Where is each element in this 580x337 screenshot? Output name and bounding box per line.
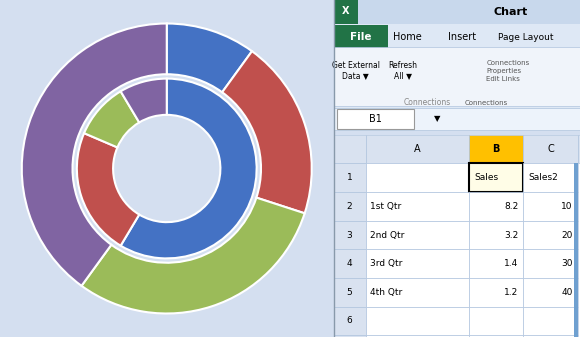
Text: A: A [414,144,420,154]
Text: Sales2: Sales2 [528,173,558,182]
FancyBboxPatch shape [365,163,469,192]
Text: Sales: Sales [474,173,498,182]
FancyBboxPatch shape [334,135,580,337]
FancyBboxPatch shape [334,249,365,278]
FancyBboxPatch shape [469,307,523,335]
Text: 4: 4 [347,259,352,268]
Text: 30: 30 [561,259,572,268]
Text: 5: 5 [347,288,353,297]
Text: Connections: Connections [465,100,508,106]
FancyBboxPatch shape [574,192,578,221]
FancyBboxPatch shape [334,221,365,249]
FancyBboxPatch shape [334,307,365,335]
FancyBboxPatch shape [334,108,580,130]
Wedge shape [77,133,139,246]
FancyBboxPatch shape [469,335,523,337]
FancyBboxPatch shape [334,163,365,192]
Text: ▼: ▼ [434,114,440,123]
FancyBboxPatch shape [523,221,578,249]
Wedge shape [22,24,166,286]
Text: Chart: Chart [494,7,528,17]
FancyBboxPatch shape [334,25,387,49]
FancyBboxPatch shape [365,335,469,337]
FancyBboxPatch shape [469,192,523,221]
Text: Connections
Properties
Edit Links: Connections Properties Edit Links [486,60,530,82]
FancyBboxPatch shape [334,335,365,337]
FancyBboxPatch shape [574,249,578,278]
FancyBboxPatch shape [469,221,523,249]
Text: 1: 1 [347,173,353,182]
Text: 1.2: 1.2 [504,288,519,297]
FancyBboxPatch shape [523,192,578,221]
Text: 20: 20 [561,231,572,240]
FancyBboxPatch shape [574,163,578,192]
Text: File: File [350,32,371,42]
FancyBboxPatch shape [365,221,469,249]
FancyBboxPatch shape [334,0,358,24]
FancyBboxPatch shape [574,278,578,307]
FancyBboxPatch shape [469,278,523,307]
Text: 2nd Qtr: 2nd Qtr [371,231,405,240]
Wedge shape [84,91,139,147]
FancyBboxPatch shape [469,135,523,163]
Text: 2: 2 [347,202,352,211]
FancyBboxPatch shape [334,0,580,24]
FancyBboxPatch shape [523,278,578,307]
FancyBboxPatch shape [334,192,365,221]
Text: 8.2: 8.2 [504,202,519,211]
Text: 4th Qtr: 4th Qtr [371,288,403,297]
Text: X: X [342,6,350,16]
FancyBboxPatch shape [523,307,578,335]
Text: Get External
Data ▼: Get External Data ▼ [332,61,380,81]
FancyBboxPatch shape [334,135,365,163]
Text: 3rd Qtr: 3rd Qtr [371,259,403,268]
Text: Insert: Insert [448,32,476,42]
FancyBboxPatch shape [574,335,578,337]
Text: Page Layout: Page Layout [498,33,553,41]
Text: C: C [547,144,554,154]
Text: 3: 3 [347,231,353,240]
FancyBboxPatch shape [365,135,469,163]
Wedge shape [167,24,252,92]
FancyBboxPatch shape [365,307,469,335]
FancyBboxPatch shape [574,307,578,335]
Text: Connections: Connections [404,98,451,107]
Text: D: D [579,144,580,154]
Text: 3.2: 3.2 [504,231,519,240]
FancyBboxPatch shape [334,0,580,108]
Text: 1st Qtr: 1st Qtr [371,202,402,211]
FancyBboxPatch shape [365,249,469,278]
FancyBboxPatch shape [469,249,523,278]
Text: 6: 6 [347,316,353,326]
FancyBboxPatch shape [523,163,578,192]
Text: B: B [492,144,500,154]
Text: 40: 40 [561,288,572,297]
FancyBboxPatch shape [334,278,365,307]
FancyBboxPatch shape [469,163,523,192]
Text: 10: 10 [561,202,572,211]
Wedge shape [121,79,256,258]
FancyBboxPatch shape [337,109,414,129]
Wedge shape [82,197,304,313]
FancyBboxPatch shape [574,221,578,249]
Text: Refresh
All ▼: Refresh All ▼ [388,61,417,81]
FancyBboxPatch shape [365,192,469,221]
FancyBboxPatch shape [523,249,578,278]
FancyBboxPatch shape [578,135,580,163]
FancyBboxPatch shape [523,135,578,163]
Text: B1: B1 [369,114,382,124]
FancyBboxPatch shape [334,47,580,106]
FancyBboxPatch shape [365,278,469,307]
FancyBboxPatch shape [523,335,578,337]
Wedge shape [121,79,166,122]
Text: Home: Home [393,32,422,42]
Wedge shape [222,51,311,213]
Text: 1.4: 1.4 [504,259,519,268]
